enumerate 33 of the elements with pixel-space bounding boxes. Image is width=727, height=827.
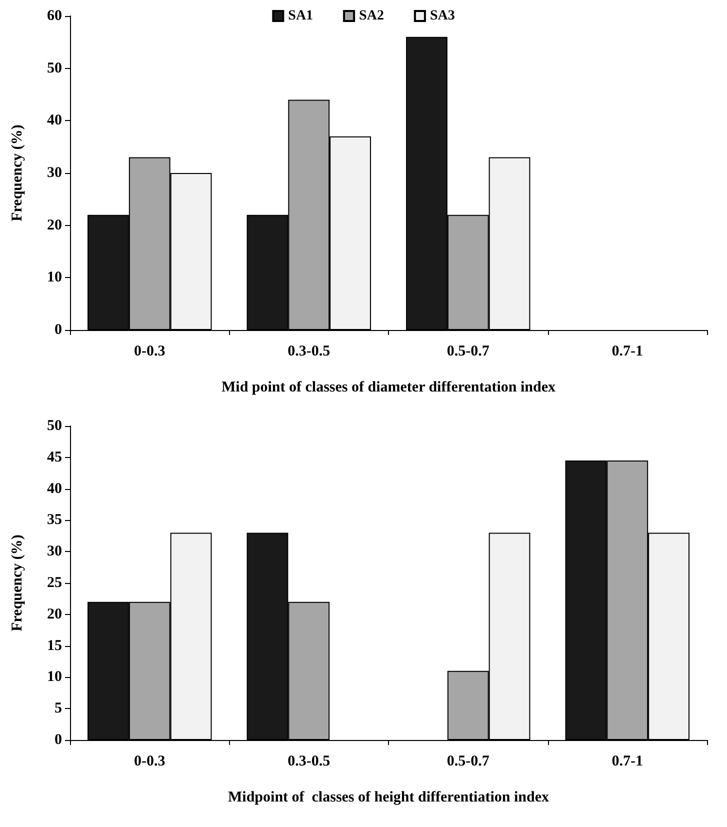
y-tick-label: 30 [47,544,62,560]
y-tick-label: 30 [47,165,62,181]
legend-label: SA3 [430,8,455,24]
x-tick-label: 0.5-0.7 [446,754,490,770]
y-tick-label: 10 [47,270,62,286]
y-tick-label: 35 [47,512,62,528]
y-tick-label: 0 [54,322,62,338]
y-tick-label: 50 [47,60,62,76]
y-tick-label: 20 [47,606,62,622]
x-tick-label: 0.7-1 [612,754,643,770]
legend-label: SA1 [288,8,314,24]
x-tick-label: 0.3-0.5 [288,344,330,360]
x-tick-label: 0.3-0.5 [288,754,330,770]
y-tick-label: 45 [47,449,62,466]
y-tick-label: 20 [47,217,62,234]
x-tick-label: 0-0.3 [134,344,166,360]
y-axis-title: Frequency (%) [10,124,26,222]
y-tick-label: 40 [47,112,62,129]
y-axis-title: Frequency (%) [10,534,26,632]
y-tick-label: 60 [47,8,62,24]
x-axis-title: Mid point of classes of diameter differentation index [221,380,556,396]
x-tick-label: 0.5-0.7 [446,344,490,360]
x-axis-title: Midpoint of classes of height differentiation index [228,790,550,806]
y-tick-label: 25 [47,575,62,591]
y-tick-label: 10 [47,669,62,686]
legend-label: SA2 [359,8,384,24]
y-tick-label: 5 [54,700,62,717]
y-tick-label: 40 [47,480,62,497]
x-tick-label: 0-0.3 [134,754,166,770]
y-tick-label: 15 [47,638,62,654]
x-tick-label: 0.7-1 [612,344,643,360]
y-tick-label: 0 [54,732,62,748]
y-tick-label: 50 [47,418,62,434]
